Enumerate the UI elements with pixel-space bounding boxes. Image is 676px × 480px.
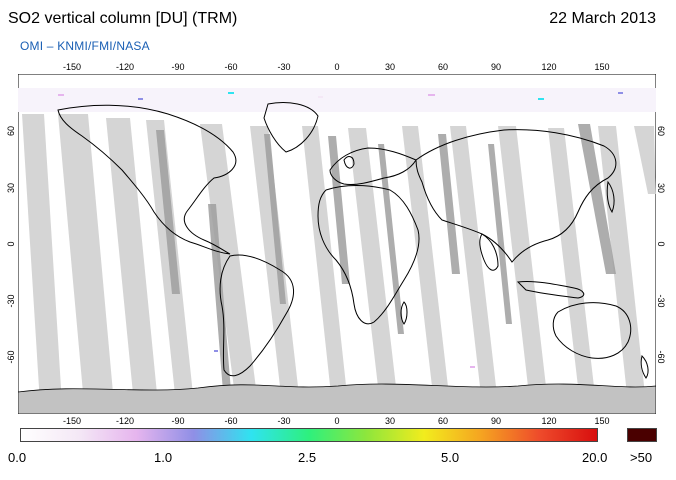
right-lat-tick: 0 [656,241,666,247]
left-lat-tick: 0 [6,241,16,247]
overlap-swaths [156,124,616,404]
top-lon-tick: 90 [490,62,501,72]
right-lat-tick: -30 [656,294,666,308]
greenland-coast [263,102,319,153]
africa-coast [317,185,420,325]
bottom-lon-tick: 60 [437,416,448,426]
left-lat-tick: 60 [6,126,16,137]
bottom-lon-tick: -30 [277,416,291,426]
madagascar-coast [400,301,408,325]
new-zealand-coast [640,355,649,379]
north-america-coast [57,104,237,255]
so2-noise-pixels [58,92,623,368]
bottom-lon-tick: -120 [115,416,134,426]
south-america-coast [219,254,294,377]
right-lat-tick: -60 [656,350,666,364]
top-lon-tick: -60 [224,62,238,72]
right-lat-tick: 30 [656,182,666,193]
indonesia-coast [516,281,585,299]
top-lon-tick: 30 [384,62,395,72]
right-lat-tick: 60 [656,125,666,136]
bottom-lon-tick: -90 [171,416,185,426]
data-credit: OMI – KNMI/FMI/NASA [20,39,150,53]
europe-coast [329,147,417,185]
top-lon-tick: 0 [334,62,340,72]
japan-coast [606,180,615,214]
top-lon-tick: 60 [437,62,448,72]
top-lon-tick: -150 [62,62,81,72]
left-lat-tick: 30 [6,183,16,194]
map-title: SO2 vertical column [DU] (TRM) [8,10,238,27]
bottom-lon-tick: 90 [490,416,501,426]
colorbar-label-0: 0.0 [8,450,27,465]
top-lon-tick: -120 [115,62,134,72]
top-lon-tick: -30 [277,62,291,72]
asia-coast [415,129,617,263]
uk-coast [343,156,355,169]
colorbar-overflow [627,428,657,442]
colorbar-label-4: 20.0 [582,450,608,465]
antarctica-outline [18,383,656,414]
colorbar-label-5: >50 [630,450,653,465]
australia-coast [552,302,632,359]
colorbar-label-2: 2.5 [298,450,317,465]
left-lat-tick: -30 [6,294,16,308]
colorbar-label-3: 5.0 [441,450,460,465]
india-coast [479,233,499,271]
top-lon-tick: -90 [171,62,185,72]
top-lon-tick: 120 [541,62,557,72]
so2-world-map[interactable] [18,74,656,414]
colorbar-label-1: 1.0 [154,450,173,465]
left-lat-tick: -60 [6,350,16,364]
bottom-lon-tick: -60 [224,416,238,426]
coastlines [57,102,649,379]
bottom-lon-tick: 0 [334,416,340,426]
bottom-lon-tick: 30 [384,416,395,426]
colorbar-scale [20,428,598,442]
bottom-lon-tick: 150 [594,416,610,426]
bottom-lon-tick: -150 [62,416,81,426]
bottom-lon-tick: 120 [541,416,557,426]
map-date: 22 March 2013 [549,10,656,27]
top-lon-tick: 150 [594,62,610,72]
arctic-noise-band [18,88,656,112]
